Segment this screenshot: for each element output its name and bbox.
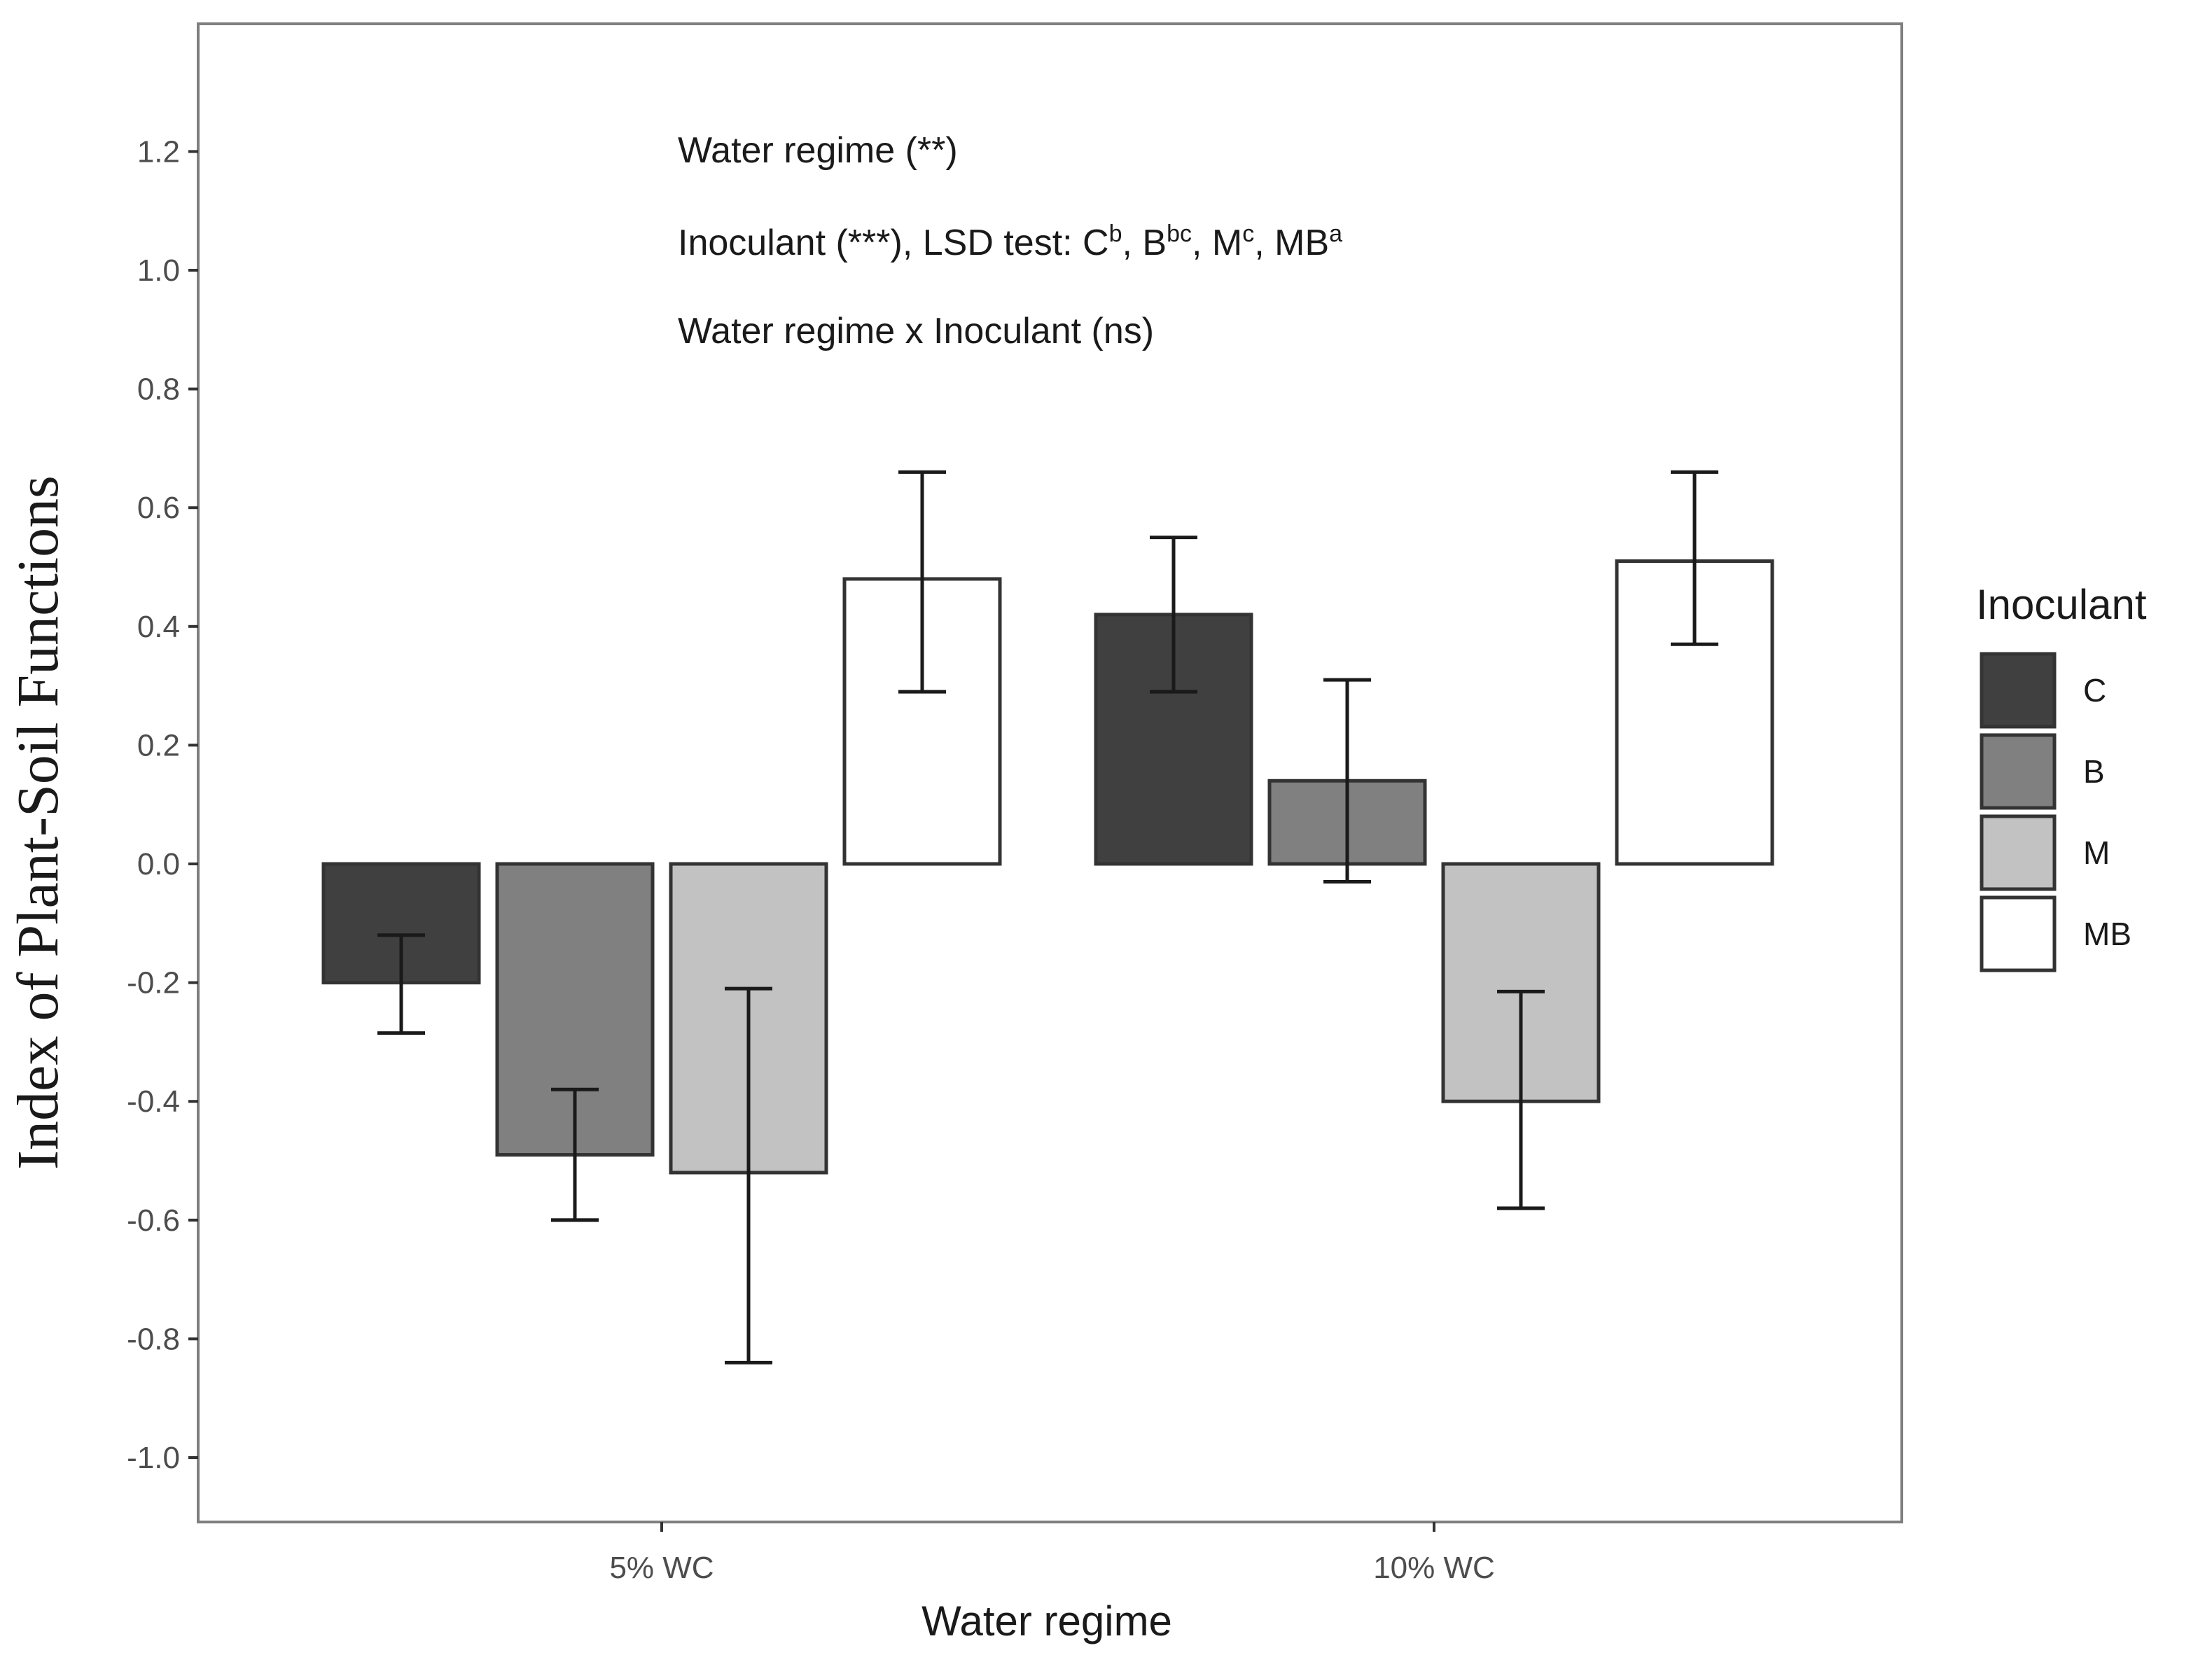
y-axis-title: Index of Plant-Soil Functions	[6, 475, 71, 1170]
annotations: Water regime (**) Inoculant (***), LSD te…	[678, 130, 1342, 351]
legend-key-mb	[1980, 895, 2057, 972]
y-axis: -1.0 -0.8 -0.6 -0.4 -0.2 0.0 0.2 0.4 0.6 0.8 1.0 1.…	[127, 134, 198, 1475]
x-axis: 5% WC 10% WC	[609, 1522, 1495, 1585]
error-bar	[551, 1087, 599, 1222]
annotation-2: Inoculant (***), LSD test: Cb, Bbc, Mc, …	[678, 221, 1342, 263]
legend-key-c	[1980, 652, 2057, 729]
x-tick-label: 10% WC	[1373, 1551, 1495, 1585]
legend-label-mb: MB	[2083, 916, 2131, 952]
y-tick-label: 0.8	[137, 372, 180, 407]
y-tick-label: 0.4	[137, 610, 180, 644]
y-tick-label: -0.4	[127, 1084, 180, 1119]
legend-key-b	[1980, 733, 2057, 810]
legend: Inoculant C B M MB	[1976, 581, 2147, 972]
y-tick-label: -0.6	[127, 1203, 180, 1238]
x-axis-title: Water regime	[921, 1598, 1172, 1644]
y-tick-label: 0.2	[137, 728, 180, 762]
y-tick-label: 0.6	[137, 491, 180, 525]
y-tick-label: -0.2	[127, 966, 180, 1000]
error-bar	[1150, 536, 1197, 694]
error-bar	[898, 470, 946, 694]
error-bars	[377, 470, 1718, 1364]
y-tick-label: -0.8	[127, 1322, 180, 1356]
legend-label-c: C	[2083, 672, 2106, 708]
y-tick-label: 1.2	[137, 134, 180, 169]
x-tick-label: 5% WC	[609, 1551, 714, 1585]
legend-title: Inoculant	[1976, 581, 2147, 628]
error-bar	[1497, 989, 1545, 1210]
error-bar	[377, 933, 425, 1035]
legend-label-m: M	[2083, 834, 2110, 871]
y-tick-label: -1.0	[127, 1441, 180, 1475]
error-bar	[1323, 678, 1371, 884]
error-bar	[1671, 470, 1718, 646]
legend-key-m	[1980, 814, 2057, 891]
legend-label-b: B	[2083, 753, 2105, 790]
error-bar	[725, 986, 772, 1364]
y-tick-label: 1.0	[137, 253, 180, 288]
y-tick-label: 0.0	[137, 847, 180, 881]
annotation-3: Water regime x Inoculant (ns)	[678, 311, 1154, 351]
annotation-1: Water regime (**)	[678, 130, 958, 171]
